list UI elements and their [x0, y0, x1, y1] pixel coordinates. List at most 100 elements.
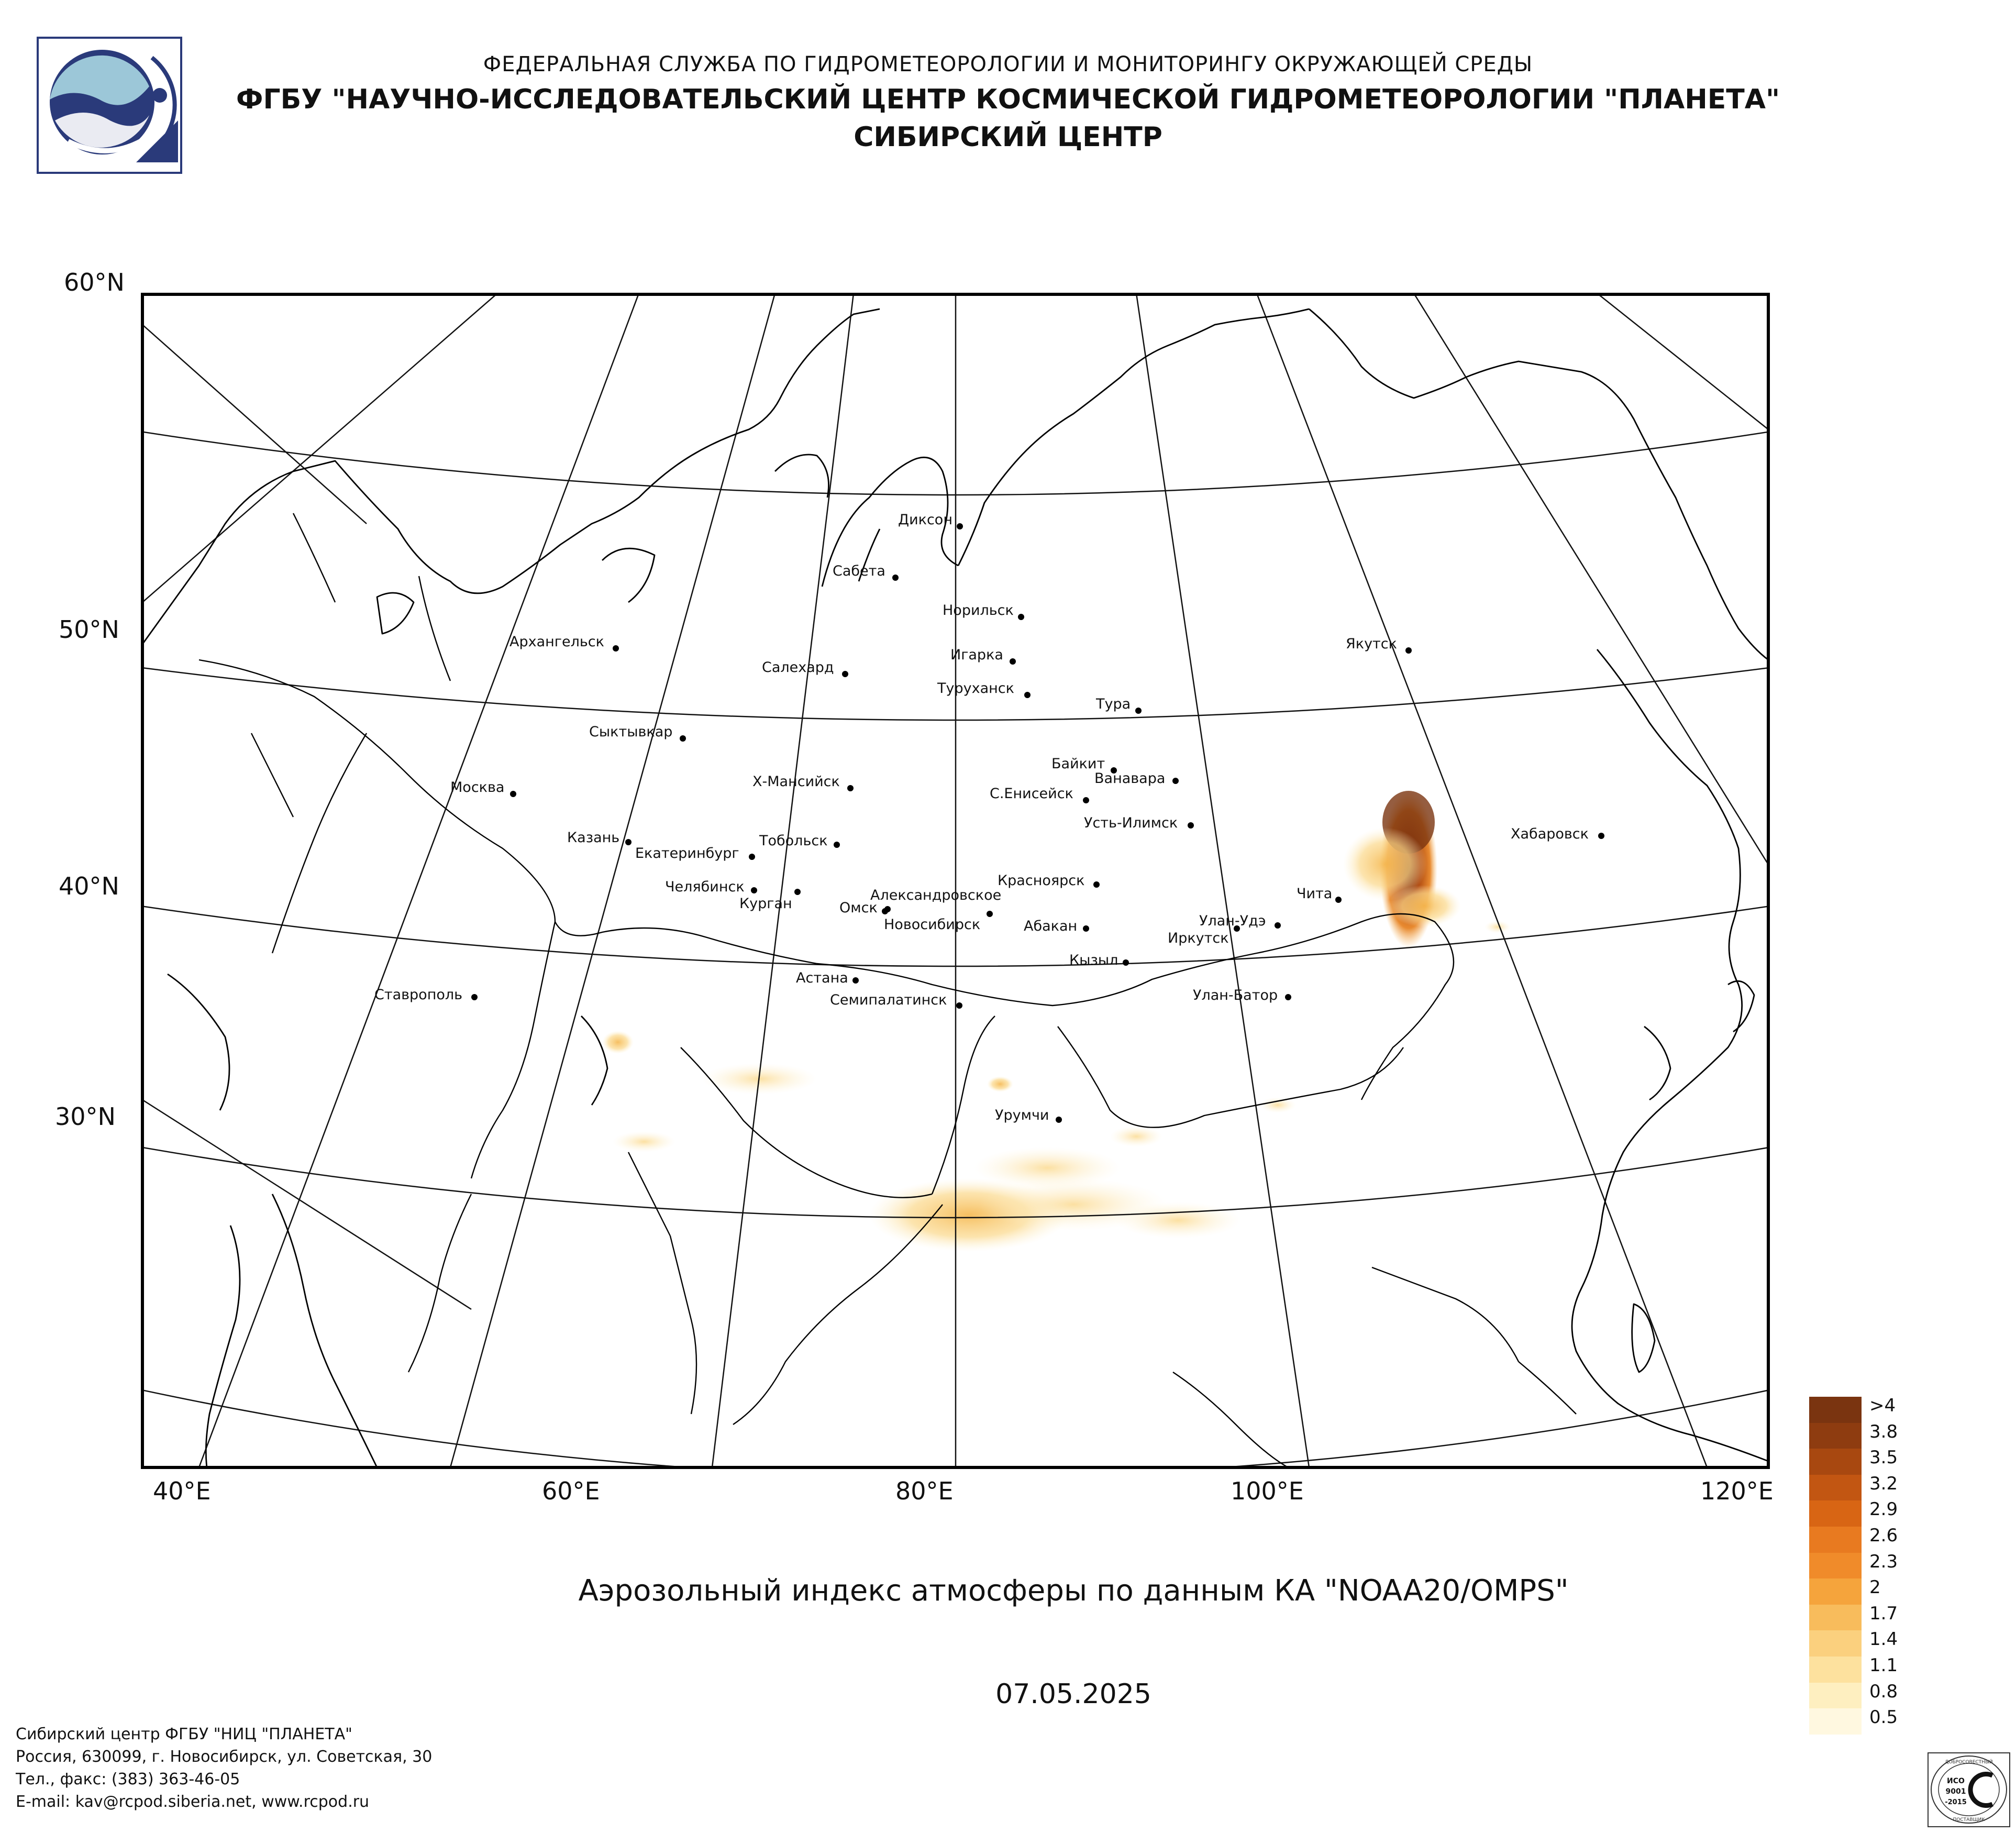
lat-label-60: 60°N: [64, 268, 125, 296]
center-title: СИБИРСКИЙ ЦЕНТР: [854, 122, 1162, 153]
borders: [198, 513, 1577, 1467]
city-chita: Чита: [1297, 886, 1342, 903]
svg-text:Астана: Астана: [796, 970, 848, 986]
svg-text:Байкит: Байкит: [1051, 756, 1105, 772]
city-chelyabinsk: Челябинск: [665, 879, 757, 895]
legend-label: 3.2: [1869, 1473, 1898, 1494]
city-sabeta: Сабета: [833, 563, 899, 581]
city-khanty-mansiysk: Х-Мансийск: [752, 774, 854, 791]
legend-swatch: [1809, 1604, 1862, 1631]
svg-text:Архангельск: Архангельск: [509, 634, 604, 650]
legend-swatch: [1809, 1630, 1862, 1657]
city-yakutsk: Якутск: [1346, 636, 1412, 654]
svg-text:-2015: -2015: [1945, 1798, 1967, 1806]
footer-email: E-mail: kav@rcpod.siberia.net, www.rcpod…: [16, 1793, 370, 1811]
city-semipalatinsk: Семипалатинск: [830, 992, 962, 1009]
svg-text:Кызыл: Кызыл: [1069, 952, 1118, 968]
svg-text:Норильск: Норильск: [943, 602, 1014, 619]
svg-text:Казань: Казань: [567, 830, 619, 846]
dust-haze: [602, 1031, 1296, 1252]
svg-text:Екатеринбург: Екатеринбург: [635, 845, 739, 862]
svg-text:Новосибирск: Новосибирск: [884, 916, 980, 933]
footer-contacts: Сибирский центр ФГБУ "НИЦ "ПЛАНЕТА" Росс…: [16, 1723, 432, 1813]
svg-text:Сыктывкар: Сыктывкар: [589, 724, 672, 740]
city-khabarovsk: Хабаровск: [1511, 826, 1604, 842]
city-moscow: Москва: [450, 779, 516, 797]
city-yekaterinburg: Екатеринбург: [635, 845, 755, 862]
city-salekhard: Салехард: [762, 659, 848, 677]
lat-label-30: 30°N: [55, 1102, 116, 1131]
city-norilsk: Норильск: [943, 602, 1024, 620]
city-kurgan: Курган: [739, 889, 801, 912]
coastlines: [142, 308, 1768, 1467]
city-igarka: Игарка: [950, 647, 1016, 665]
footer-address: Россия, 630099, г. Новосибирск, ул. Сове…: [16, 1748, 433, 1766]
svg-text:Челябинск: Челябинск: [665, 879, 745, 895]
map-frame: [141, 293, 1770, 1469]
lon-label-60: 60°E: [542, 1477, 600, 1505]
legend-swatch: [1809, 1682, 1862, 1709]
legend-label: 2.9: [1869, 1499, 1898, 1520]
city-tobolsk: Тобольск: [759, 833, 840, 849]
city-syktyvkar: Сыктывкар: [589, 724, 686, 742]
svg-text:Усть-Илимск: Усть-Илимск: [1084, 815, 1178, 831]
svg-text:Семипалатинск: Семипалатинск: [830, 992, 947, 1008]
svg-text:Туруханск: Туруханск: [937, 680, 1014, 697]
city-omsk: Омск: [839, 900, 888, 916]
svg-text:С.Енисейск: С.Енисейск: [990, 786, 1073, 802]
svg-text:Улан-Батор: Улан-Батор: [1193, 987, 1278, 1003]
city-ulan-bator: Улан-Батор: [1193, 987, 1291, 1003]
legend-label: 3.5: [1869, 1447, 1898, 1468]
lat-label-40: 40°N: [59, 872, 119, 900]
svg-text:Тобольск: Тобольск: [759, 833, 828, 849]
svg-text:Диксон: Диксон: [898, 512, 952, 528]
footer-org: Сибирский центр ФГБУ "НИЦ "ПЛАНЕТА": [16, 1725, 352, 1743]
legend-swatch: [1809, 1397, 1862, 1423]
legend-swatch: [1809, 1578, 1862, 1605]
city-kazan: Казань: [567, 830, 632, 846]
svg-text:ДОБРОСОВЕСТНЫЙ: ДОБРОСОВЕСТНЫЙ: [1945, 1759, 1992, 1765]
lon-label-120: 120°E: [1700, 1477, 1774, 1505]
city-abakan: Абакан: [1024, 918, 1089, 934]
map-subtitle: Аэрозольный индекс атмосферы по данным К…: [578, 1574, 1569, 1608]
footer-phone: Тел., факс: (383) 363-46-05: [16, 1770, 240, 1788]
aerosol-plume: [1343, 791, 1511, 948]
svg-text:Александровское: Александровское: [870, 887, 1001, 903]
city-s-yeniseysk: С.Енисейск: [990, 786, 1089, 803]
legend-swatch: [1809, 1552, 1862, 1579]
city-vanavara: Ванавара: [1094, 770, 1179, 787]
city-dikson: Диксон: [898, 512, 963, 529]
city-krasnoyarsk: Красноярск: [998, 873, 1100, 889]
lat-label-50: 50°N: [59, 615, 119, 644]
city-markers: Диксон Сабета Норильск Игарка Салехард Т…: [374, 512, 1604, 1123]
agency-title: ФЕДЕРАЛЬНАЯ СЛУЖБА ПО ГИДРОМЕТЕОРОЛОГИИ …: [483, 52, 1533, 76]
city-aleksandrovskoe: Александровское: [870, 887, 1001, 912]
city-arkhangelsk: Архангельск: [509, 634, 619, 652]
lon-label-100: 100°E: [1231, 1477, 1304, 1505]
city-kyzyl: Кызыл: [1069, 952, 1129, 968]
svg-text:Абакан: Абакан: [1024, 918, 1077, 934]
legend-label: 0.8: [1869, 1681, 1898, 1702]
svg-text:Москва: Москва: [450, 779, 504, 796]
map-date: 07.05.2025: [995, 1679, 1151, 1710]
svg-text:9001: 9001: [1946, 1787, 1966, 1796]
city-novosibirsk: Новосибирск: [884, 911, 993, 933]
legend-swatch: [1809, 1422, 1862, 1449]
svg-text:Ванавара: Ванавара: [1094, 770, 1165, 787]
lon-label-40: 40°E: [153, 1477, 211, 1505]
legend-label: 2.3: [1869, 1551, 1898, 1572]
legend-swatch: [1809, 1474, 1862, 1501]
svg-text:Игарка: Игарка: [950, 647, 1003, 663]
city-ulan-ude: Улан-Удэ: [1199, 913, 1281, 929]
legend-label: 1.1: [1869, 1655, 1898, 1676]
legend-label: 2: [1869, 1577, 1881, 1598]
legend-swatch: [1809, 1527, 1862, 1553]
legend-label: 1.7: [1869, 1603, 1898, 1624]
svg-text:Омск: Омск: [839, 900, 878, 916]
legend-label: 2.6: [1869, 1525, 1898, 1546]
legend-label: 1.4: [1869, 1629, 1898, 1650]
svg-text:ПОСТАВЩИК: ПОСТАВЩИК: [1953, 1817, 1986, 1823]
city-stavropol: Ставрополь: [374, 987, 478, 1003]
svg-text:Курган: Курган: [739, 896, 792, 912]
